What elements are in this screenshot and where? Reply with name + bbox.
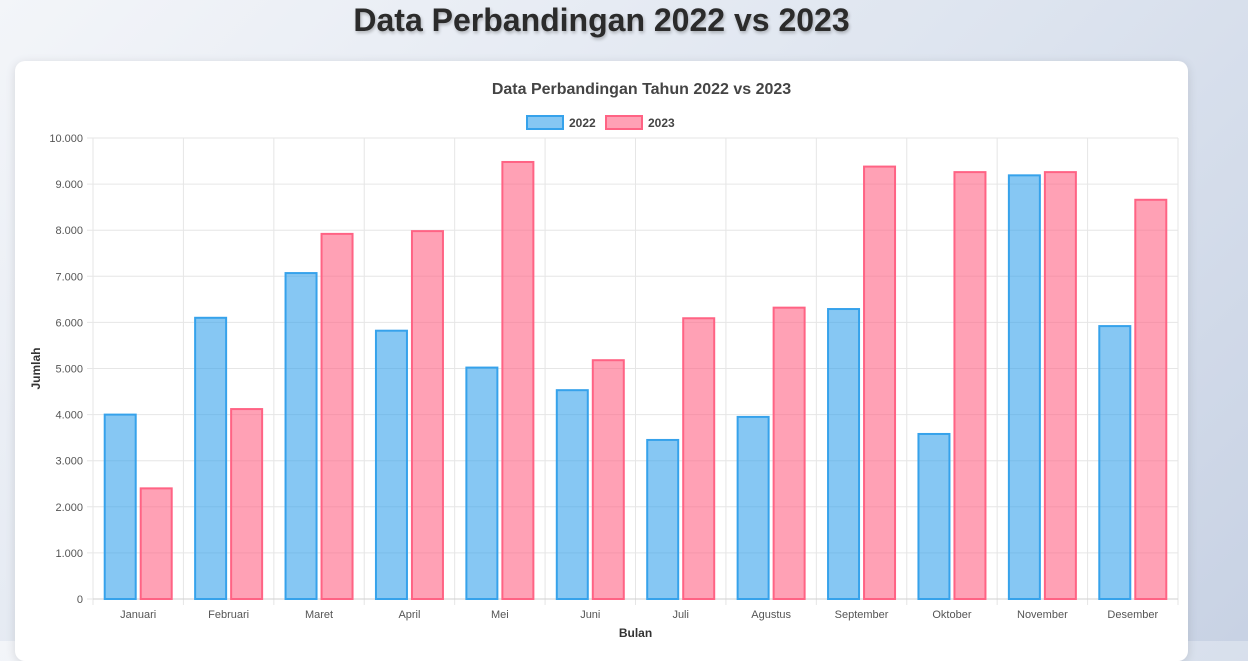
y-tick-label: 0 bbox=[77, 594, 83, 606]
y-tick-label: 7.000 bbox=[55, 271, 83, 283]
chart-card: Data Perbandingan Tahun 2022 vs 2023 2022… bbox=[15, 61, 1188, 661]
x-tick-label: Juli bbox=[672, 609, 689, 621]
legend-label-2022: 2022 bbox=[569, 116, 596, 130]
y-tick-label: 9.000 bbox=[55, 179, 83, 191]
bar-2023-oktober bbox=[953, 171, 987, 600]
bar-2023-januari bbox=[139, 487, 173, 600]
x-tick-label: Desember bbox=[1107, 609, 1158, 621]
x-tick-label: Mei bbox=[491, 609, 509, 621]
bar-2023-maret bbox=[320, 232, 354, 600]
chart-title: Data Perbandingan Tahun 2022 vs 2023 bbox=[492, 81, 791, 98]
bar-2022-september bbox=[827, 308, 861, 600]
page-title: Data Perbandingan 2022 vs 2023 bbox=[353, 2, 850, 38]
y-tick-label: 5.000 bbox=[55, 364, 83, 376]
bar-2023-september bbox=[863, 165, 897, 600]
bar-2022-maret bbox=[284, 272, 318, 600]
x-tick-label: Juni bbox=[580, 609, 600, 621]
bar-2023-agustus bbox=[772, 306, 806, 600]
legend-swatch-2022 bbox=[526, 115, 564, 130]
bar-2023-november bbox=[1043, 171, 1077, 600]
bar-2023-april bbox=[410, 230, 444, 600]
bar-2022-november bbox=[1007, 174, 1041, 600]
x-tick-label: September bbox=[835, 609, 889, 621]
y-axis-title: Jumlah bbox=[29, 347, 43, 389]
x-tick-label: April bbox=[398, 609, 420, 621]
bar-chart: Data Perbandingan Tahun 2022 vs 2023 2022… bbox=[29, 81, 1179, 640]
x-tick-label: Januari bbox=[120, 609, 156, 621]
y-tick-label: 4.000 bbox=[55, 410, 83, 422]
x-tick-label: Oktober bbox=[932, 609, 971, 621]
bar-2022-desember bbox=[1098, 325, 1132, 600]
bar-2022-februari bbox=[194, 316, 228, 600]
bar-2022-april bbox=[374, 329, 408, 600]
x-tick-label: Maret bbox=[305, 609, 333, 621]
y-tick-label: 2.000 bbox=[55, 502, 83, 514]
y-tick-label: 10.000 bbox=[49, 133, 83, 145]
bar-2022-oktober bbox=[917, 432, 951, 600]
bar-2023-mei bbox=[501, 160, 535, 601]
y-tick-label: 8.000 bbox=[55, 225, 83, 237]
legend-label-2023: 2023 bbox=[648, 116, 675, 130]
bar-2022-januari bbox=[103, 413, 137, 600]
bar-2023-juli bbox=[682, 317, 716, 600]
x-tick-label: November bbox=[1017, 609, 1068, 621]
bar-2022-agustus bbox=[736, 415, 770, 600]
y-tick-label: 1.000 bbox=[55, 548, 83, 560]
bar-2022-mei bbox=[465, 366, 499, 600]
x-tick-label: Agustus bbox=[751, 609, 791, 621]
x-axis-title: Bulan bbox=[619, 626, 652, 640]
bar-2022-juli bbox=[646, 438, 680, 600]
y-tick-label: 3.000 bbox=[55, 456, 83, 468]
x-tick-label: Februari bbox=[208, 609, 249, 621]
y-tick-label: 6.000 bbox=[55, 317, 83, 329]
bar-2023-februari bbox=[230, 408, 264, 600]
bar-2023-juni bbox=[591, 359, 625, 600]
legend-swatch-2023 bbox=[605, 115, 643, 130]
bar-2023-desember bbox=[1134, 198, 1168, 601]
bar-2022-juni bbox=[555, 389, 589, 600]
